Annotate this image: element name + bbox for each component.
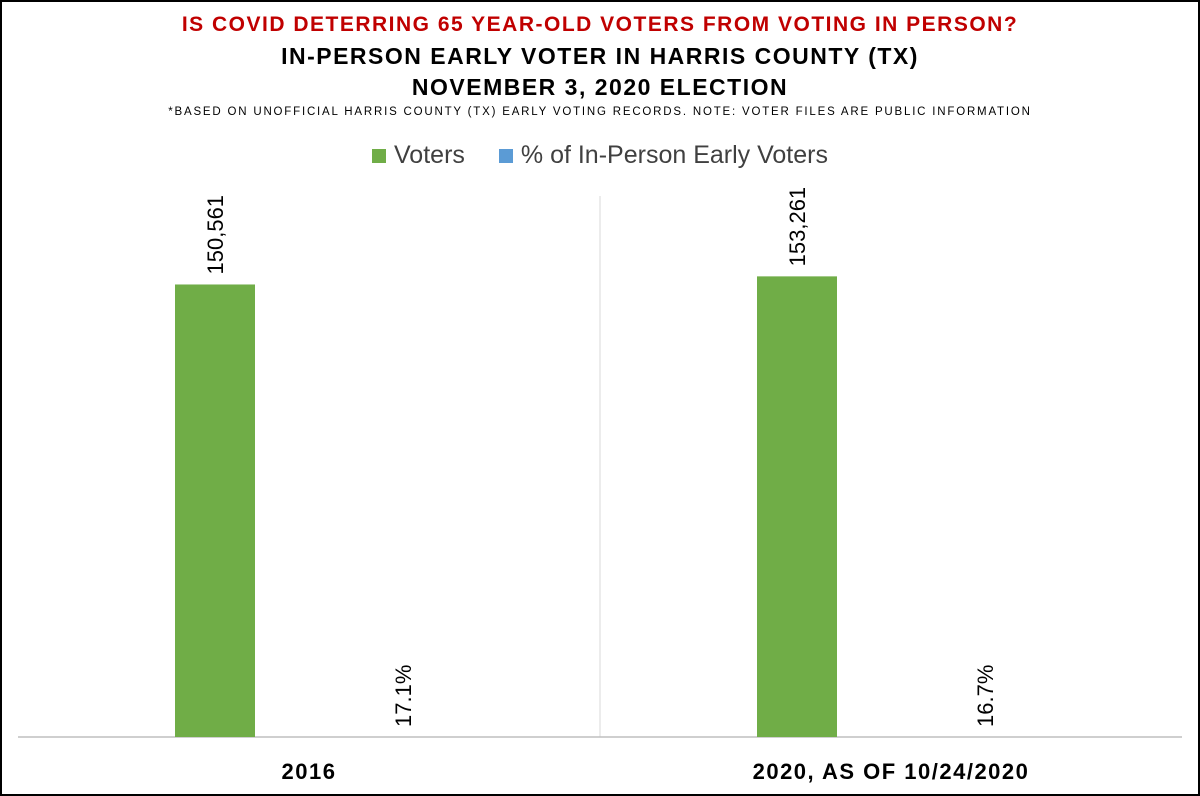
bar-voters-1 xyxy=(757,276,837,737)
x-tick-label-1: 2020, AS OF 10/24/2020 xyxy=(753,759,1030,784)
legend-swatch-percent xyxy=(498,148,513,163)
legend-item-voters: Voters xyxy=(372,141,465,170)
data-label-percent-0: 17.1% xyxy=(391,665,416,727)
chart-legend: Voters % of In-Person Early Voters xyxy=(0,141,1200,170)
legend-label-percent: % of In-Person Early Voters xyxy=(520,141,828,169)
legend-swatch-voters xyxy=(372,148,387,163)
chart-subtitle: NOVEMBER 3, 2020 ELECTION xyxy=(411,74,789,100)
chart-title: IN-PERSON EARLY VOTER IN HARRIS COUNTY (… xyxy=(281,43,919,69)
legend-label-voters: Voters xyxy=(394,141,465,169)
legend-item-percent: % of In-Person Early Voters xyxy=(498,141,828,170)
bar-voters-0 xyxy=(175,284,255,737)
chart-footnote: *BASED ON UNOFFICIAL HARRIS COUNTY (TX) … xyxy=(168,106,1032,118)
data-label-voters-1: 153,261 xyxy=(785,187,810,267)
chart-title-question: IS COVID DETERRING 65 YEAR-OLD VOTERS FR… xyxy=(181,13,1019,36)
data-label-percent-1: 16.7% xyxy=(973,665,998,727)
x-tick-label-0: 2016 xyxy=(282,759,337,784)
data-label-voters-0: 150,561 xyxy=(203,195,228,275)
